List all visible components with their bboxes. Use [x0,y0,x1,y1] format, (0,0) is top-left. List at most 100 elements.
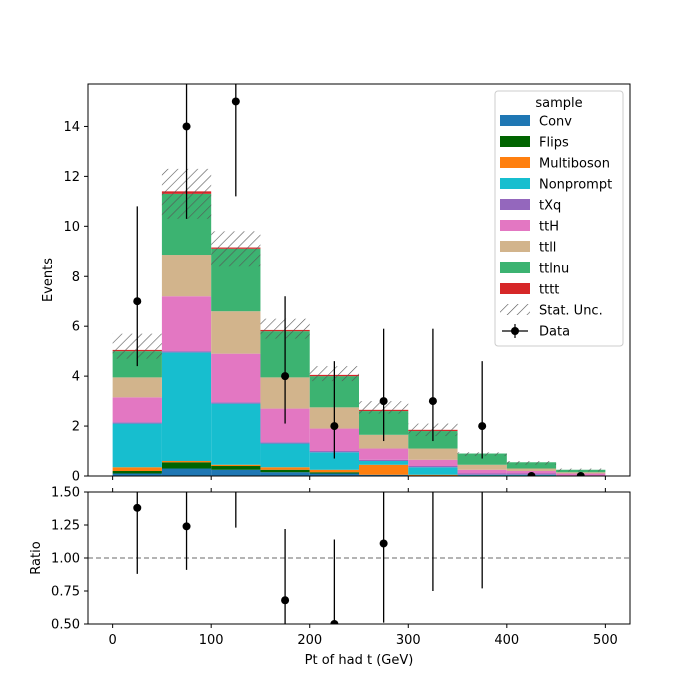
ratio-y-axis-title: Ratio [29,541,44,574]
bar-ttll-bin-8 [506,468,557,472]
data-point-6 [428,397,437,406]
x-tick-label-0: 0 [108,633,116,648]
ratio-y-tick-label-4: 1.50 [51,486,80,501]
bar-txq-bin-0 [112,422,162,424]
ratio-point-4 [330,620,339,624]
legend-label-6: ttll [539,241,556,256]
bar-multiboson-bin-5 [359,464,409,475]
ratio-y-tick-label-0: 0.50 [51,618,80,633]
main-x-ticks [112,476,606,480]
legend-item-multiboson: Multiboson [500,157,610,172]
legend-swatch-0 [500,115,530,126]
ratio-y-ticks: 0.50 0.75 1.00 1.25 1.50 [51,486,88,633]
legend-item-nonprompt: Nonprompt [500,178,612,193]
bar-multiboson-bin-1 [161,461,212,463]
legend-swatch-1 [500,136,530,147]
legend-item-tttt: tttt [500,283,559,298]
bar-ttlnu-bin-8 [506,462,557,469]
bar-flips-bin-1 [161,462,212,469]
legend-label-9: Stat. Unc. [539,304,603,319]
bar-ttlnu-bin-7 [457,453,507,465]
legend-item-ttlnu: ttlnu [500,262,569,277]
bar-nonprompt-bin-7 [457,474,507,476]
data-point-4 [330,422,339,431]
legend-swatch-3 [500,178,530,189]
main-y-ticks: 0 2 4 6 8 10 12 14 [63,120,88,485]
legend-box [494,90,624,347]
legend-label-7: ttlnu [539,262,569,277]
legend-swatch-9 [500,304,530,315]
data-point-2 [231,97,240,106]
bar-flips-bin-2 [211,466,261,470]
bar-conv-bin-0 [112,473,162,476]
legend-label-4: tXq [539,199,561,214]
x-tick-label-5: 500 [593,633,618,648]
bar-txq-bin-7 [457,473,507,475]
bar-conv-bin-4 [309,473,359,476]
data-point-5 [379,397,388,406]
legend-label-0: Conv [539,115,572,130]
main-panel: 0 2 4 6 8 10 12 14 Events [41,83,631,485]
data-point-8 [527,472,536,476]
legend-label-1: Flips [539,136,569,151]
bar-ttll-bin-2 [211,311,261,354]
main-y-tick-label-3: 6 [72,320,80,335]
bar-multiboson-bin-4 [309,469,359,473]
bar-multiboson-bin-6 [408,474,458,476]
legend-marker-dot [511,327,519,335]
bar-flips-bin-3 [260,469,310,473]
bar-tth-bin-6 [408,459,458,467]
bar-tth-bin-5 [359,448,409,460]
ratio-point-5 [379,539,388,548]
ratio-point-0 [133,503,142,512]
bar-txq-bin-5 [359,459,409,462]
bar-nonprompt-bin-3 [260,443,310,468]
bar-multiboson-bin-3 [260,467,310,470]
legend-item-flips: Flips [500,136,569,151]
ratio-panel: 0.50 0.75 1.00 1.25 1.50 0 100 200 300 400 500 Ra… [29,486,631,668]
bar-nonprompt-bin-5 [359,461,409,465]
ratio-y-tick-label-3: 1.25 [51,519,80,534]
data-point-9 [576,472,585,476]
bar-conv-bin-2 [211,469,261,476]
bar-ttll-bin-6 [408,448,458,460]
bar-nonprompt-bin-2 [211,403,261,465]
bar-tth-bin-7 [457,469,507,474]
legend-label-2: Multiboson [539,157,610,172]
main-y-tick-label-4: 8 [72,270,80,285]
x-tick-label-4: 400 [494,633,519,648]
legend-swatch-2 [500,157,530,168]
legend-item-tth: ttH [500,220,559,235]
main-y-tick-label-6: 12 [63,170,80,185]
x-tick-label-3: 300 [396,633,421,648]
x-tick-label-1: 100 [199,633,224,648]
bar-tth-bin-0 [112,397,162,423]
legend-swatch-8 [500,283,530,294]
legend-label-5: ttH [539,220,559,235]
data-point-0 [133,297,142,306]
legend-item-txq: tXq [500,199,561,214]
main-y-axis-title: Events [41,258,56,302]
legend-title: sample [535,96,582,111]
bar-multiboson-bin-0 [112,467,162,472]
main-y-tick-label-0: 0 [72,470,80,485]
legend-item-ttll: ttll [500,241,556,256]
bar-flips-bin-4 [309,472,359,474]
bar-ttll-bin-5 [359,434,409,449]
ratio-point-3 [281,596,290,605]
legend-swatch-5 [500,220,530,231]
main-y-tick-label-2: 4 [72,370,80,385]
bar-flips-bin-0 [112,471,162,474]
data-point-3 [281,372,290,381]
stat-unc-band-bin-8 [506,461,557,465]
legend-item-stat-unc-: Stat. Unc. [500,304,603,319]
ratio-point-1 [182,522,191,531]
data-point-7 [478,422,487,431]
bar-conv-bin-3 [260,472,310,476]
legend: sample Conv Flips Multiboson Nonprompt tXq tt… [494,90,624,347]
bar-ttll-bin-0 [112,377,162,398]
legend-label-10: Data [539,325,570,340]
data-point-1 [182,122,191,131]
bar-tth-bin-2 [211,353,261,403]
